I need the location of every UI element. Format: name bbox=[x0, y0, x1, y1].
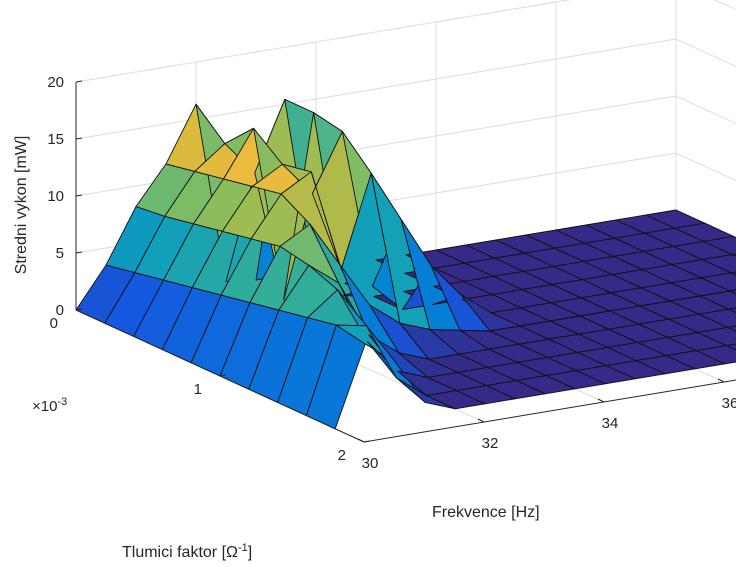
tick-labels: 05101520012303234363840 bbox=[47, 74, 736, 472]
surface-face bbox=[695, 345, 736, 365]
surface-face bbox=[730, 271, 736, 276]
y-tick bbox=[75, 308, 83, 311]
surface-face bbox=[703, 235, 736, 256]
x-tick bbox=[357, 438, 365, 443]
z-tick-label: 5 bbox=[56, 245, 64, 262]
x-tick-label: 32 bbox=[482, 435, 499, 452]
surface-face bbox=[697, 326, 736, 347]
y-axis-multiplier: ×10-3 bbox=[32, 396, 67, 415]
z-tick bbox=[75, 137, 83, 140]
y-axis-label: Tlumici faktor [Ω-1] bbox=[122, 542, 252, 561]
x-tick-label: 34 bbox=[602, 415, 619, 432]
surface-face bbox=[698, 308, 736, 328]
surface-face bbox=[701, 254, 736, 274]
surface-face bbox=[731, 253, 736, 257]
y-tick bbox=[363, 440, 371, 443]
x-tick bbox=[597, 398, 605, 403]
x-axis-line bbox=[363, 379, 736, 443]
surface-face bbox=[725, 343, 736, 351]
z-tick bbox=[75, 251, 83, 254]
x-axis-label: Frekvence [Hz] bbox=[432, 504, 540, 521]
surface-face bbox=[728, 307, 736, 313]
surface bbox=[75, 98, 736, 430]
surface-face bbox=[729, 289, 736, 295]
surface-face bbox=[700, 272, 736, 292]
z-tick bbox=[75, 80, 83, 83]
surface-face bbox=[699, 290, 736, 310]
surface-face bbox=[727, 325, 736, 332]
x-tick-label: 36 bbox=[722, 395, 736, 412]
y-tick-label: 2 bbox=[338, 447, 346, 464]
z-tick-label: 0 bbox=[56, 302, 64, 319]
z-tick bbox=[75, 194, 83, 197]
z-tick-label: 20 bbox=[47, 74, 64, 91]
z-tick-label: 10 bbox=[47, 188, 64, 205]
x-tick bbox=[477, 418, 485, 423]
x-tick-label: 30 bbox=[362, 455, 379, 472]
y-tick bbox=[219, 374, 227, 377]
x-tick bbox=[717, 378, 725, 383]
z-tick-label: 15 bbox=[47, 131, 64, 148]
y-tick-label: 1 bbox=[194, 381, 202, 398]
y-tick-label: 0 bbox=[50, 315, 58, 332]
grid-line bbox=[75, 0, 736, 83]
z-axis-label: Stredni vykon [mW] bbox=[13, 136, 30, 275]
